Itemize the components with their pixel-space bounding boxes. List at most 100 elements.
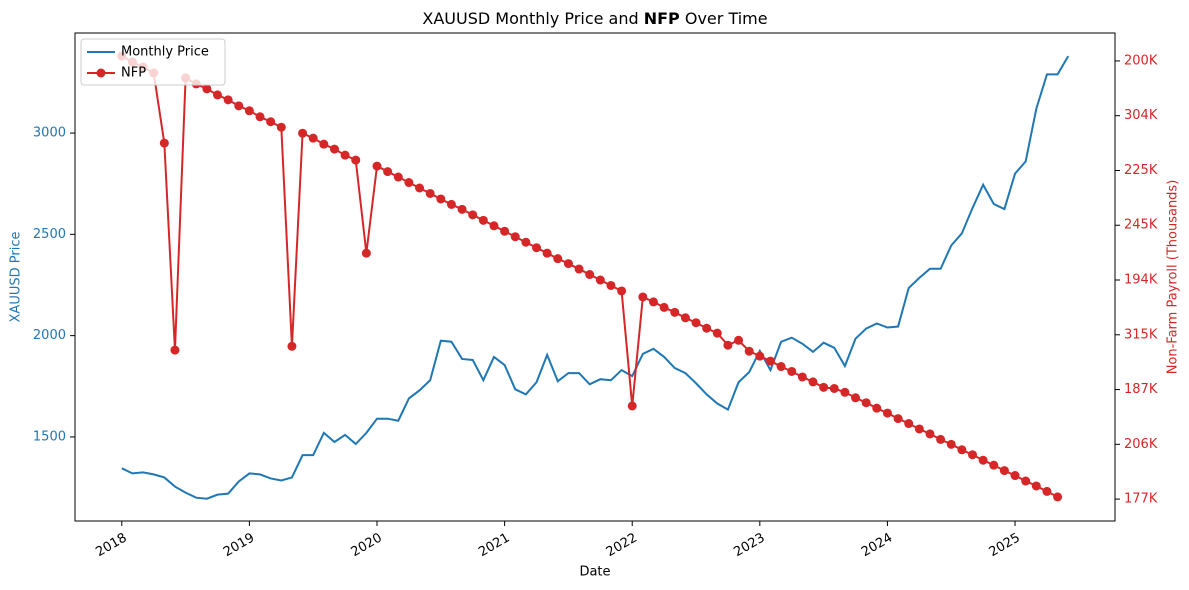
x-axis-label: Date [579, 565, 610, 580]
data-point [415, 183, 425, 193]
data-point [563, 259, 573, 269]
legend-marker [96, 68, 106, 78]
data-point [553, 254, 563, 264]
data-point [329, 144, 339, 154]
data-point [648, 297, 658, 307]
y2-tick-label: 194K [1124, 273, 1158, 288]
data-point [255, 112, 265, 122]
data-point [361, 248, 371, 258]
x-tick-label: 2019 [221, 531, 257, 561]
data-point [819, 382, 829, 392]
data-point [436, 194, 446, 204]
data-point [787, 366, 797, 376]
x-tick-label: 2020 [349, 531, 385, 561]
data-point [765, 356, 775, 366]
data-point [510, 232, 520, 242]
x-tick-label: 2018 [93, 531, 129, 561]
legend-label: NFP [121, 66, 146, 81]
data-point [457, 204, 467, 214]
data-point [712, 328, 722, 338]
data-point [234, 101, 244, 111]
data-point [957, 445, 967, 455]
x-tick-label: 2025 [987, 531, 1023, 561]
chart-title: XAUUSD Monthly Price and NFP Over Time [422, 9, 767, 28]
data-point [861, 398, 871, 408]
data-point [159, 138, 169, 148]
data-point [1010, 471, 1020, 481]
data-point [1031, 481, 1041, 491]
data-point [298, 128, 308, 138]
x-tick-label: 2021 [476, 531, 512, 561]
data-point [244, 106, 254, 116]
legend-box [80, 38, 226, 86]
data-point [1053, 492, 1063, 502]
data-point [734, 335, 744, 345]
title-part: Over Time [680, 9, 768, 28]
data-point [266, 117, 276, 127]
data-point [287, 341, 297, 351]
data-point [946, 439, 956, 449]
data-point [723, 340, 733, 350]
data-point [170, 345, 180, 355]
data-point [829, 383, 839, 393]
data-point [1021, 476, 1031, 486]
title-part: NFP [644, 9, 680, 28]
data-point [468, 210, 478, 220]
y2-tick-label: 225K [1124, 163, 1158, 178]
data-point [999, 466, 1009, 476]
data-point [670, 307, 680, 317]
data-point [532, 243, 542, 253]
y-axis-label: XAUUSD Price [9, 232, 24, 323]
data-point [904, 419, 914, 429]
data-point [925, 429, 935, 439]
y-tick-label: 1500 [33, 429, 66, 444]
data-point [351, 155, 361, 165]
data-point [702, 323, 712, 333]
y2-tick-label: 206K [1124, 437, 1158, 452]
y-tick-label: 2500 [33, 227, 66, 242]
data-point [691, 318, 701, 328]
data-point [308, 133, 318, 143]
data-point [872, 403, 882, 413]
data-point [595, 275, 605, 285]
y2-tick-label: 315K [1124, 327, 1158, 342]
data-point [638, 292, 648, 302]
y2-tick-label: 245K [1124, 218, 1158, 233]
data-point [340, 150, 350, 160]
y-tick-label: 3000 [33, 126, 66, 141]
data-point [574, 264, 584, 274]
data-point [659, 302, 669, 312]
data-point [936, 434, 946, 444]
data-point [893, 414, 903, 424]
data-point [797, 372, 807, 382]
data-point [393, 172, 403, 182]
data-point [404, 178, 414, 188]
data-point [744, 346, 754, 356]
data-point [755, 351, 765, 361]
data-point [223, 95, 233, 105]
data-point [680, 313, 690, 323]
data-point [808, 377, 818, 387]
y2-tick-label: 200K [1124, 53, 1158, 68]
data-point [989, 460, 999, 470]
data-point [851, 393, 861, 403]
data-point [542, 248, 552, 258]
y2-tick-label: 177K [1124, 492, 1158, 507]
data-point [383, 167, 393, 177]
data-point [840, 387, 850, 397]
y-tick-label: 2000 [33, 328, 66, 343]
data-point [882, 408, 892, 418]
data-point [212, 90, 222, 100]
data-point [372, 161, 382, 171]
data-point [914, 424, 924, 434]
data-point [489, 221, 499, 231]
data-point [202, 84, 212, 94]
y2-tick-label: 187K [1124, 382, 1158, 397]
x-tick-label: 2022 [604, 531, 640, 561]
data-point [446, 199, 456, 209]
y2-tick-label: 304K [1124, 108, 1158, 123]
data-point [478, 215, 488, 225]
data-point [617, 286, 627, 296]
data-point [425, 188, 435, 198]
